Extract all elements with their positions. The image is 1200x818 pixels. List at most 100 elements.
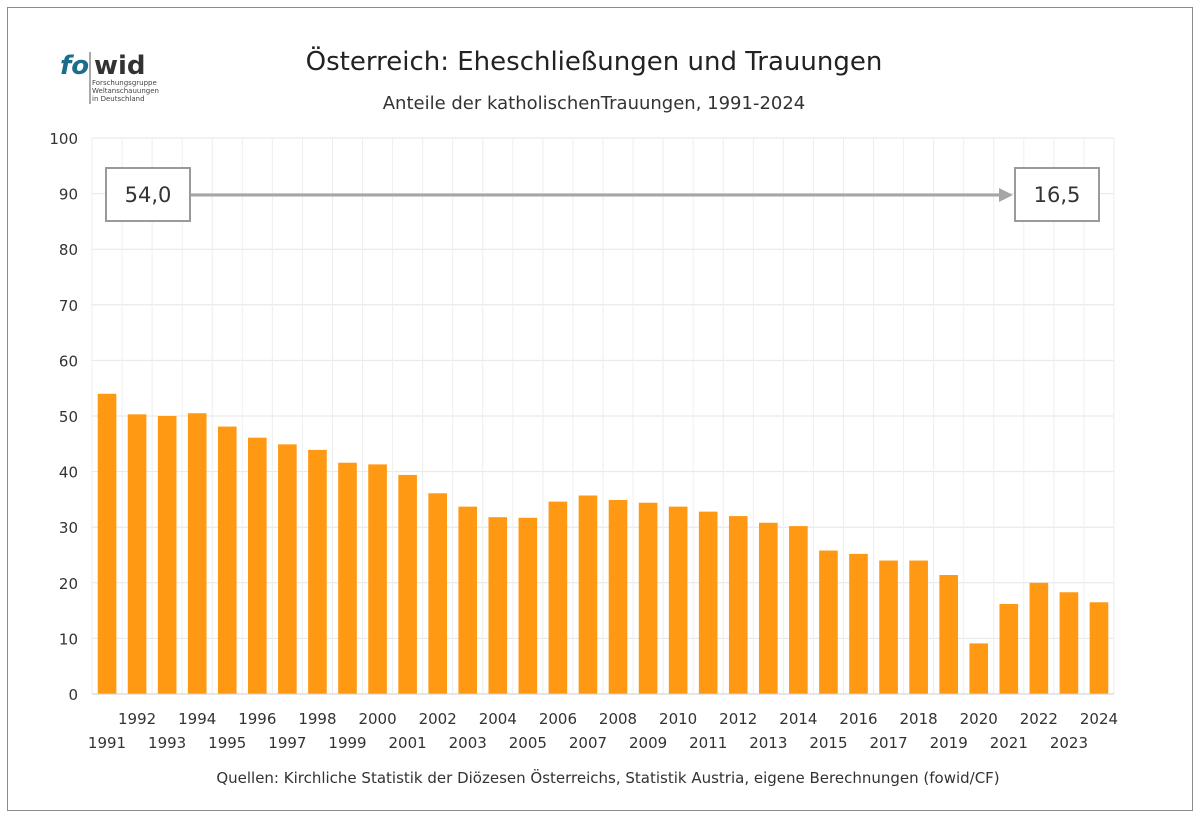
y-tick-label: 90: [59, 186, 78, 204]
x-tick-label: 1997: [268, 734, 306, 752]
x-tick-label: 2021: [990, 734, 1028, 752]
x-tick-label: 2002: [419, 710, 457, 728]
bar-2013: [759, 522, 778, 694]
bar-1995: [217, 426, 237, 694]
bar-2006: [548, 501, 568, 694]
x-tick-label: 2003: [449, 734, 487, 752]
bar-2009: [638, 502, 658, 694]
bars: [97, 393, 1109, 694]
x-tick-label: 2014: [779, 710, 817, 728]
bar-2024: [1089, 602, 1109, 694]
x-tick-label: 2022: [1020, 710, 1058, 728]
x-tick-label: 2017: [869, 734, 907, 752]
x-tick-label: 2013: [749, 734, 787, 752]
bar-chart: fo wid Forschungsgruppe Weltanschauungen…: [49, 45, 1118, 787]
x-tick-label: 2018: [900, 710, 938, 728]
bar-2010: [668, 506, 688, 694]
bar-2015: [819, 550, 838, 694]
y-tick-label: 10: [59, 630, 78, 648]
y-tick-label: 60: [59, 352, 78, 370]
bar-2003: [458, 506, 478, 694]
y-tick-label: 20: [59, 575, 78, 593]
y-tick-label: 70: [59, 297, 78, 315]
x-axis: 1991 1992 1993 1994 1995 1996 1997 1998 1999 2000…: [88, 693, 1118, 752]
y-tick-label: 40: [59, 464, 78, 482]
bar-2000: [368, 464, 387, 694]
chart-title: Österreich: Eheschließungen und Trauunge…: [306, 45, 883, 77]
bar-2005: [518, 517, 538, 694]
bar-1993: [157, 416, 177, 694]
bar-2004: [488, 517, 508, 694]
end-value-label: 16,5: [1034, 183, 1081, 207]
bar-1998: [308, 449, 327, 694]
arrow-head: [999, 188, 1013, 202]
bar-1996: [248, 437, 267, 694]
logo-wid: wid: [94, 51, 146, 81]
bar-2016: [849, 553, 868, 694]
trend-annotation: 54,0 16,5: [105, 167, 1100, 222]
y-tick-label: 30: [59, 519, 78, 537]
bar-1999: [338, 462, 357, 694]
start-value-box: [105, 167, 191, 222]
bar-2007: [578, 495, 598, 694]
bar-2020: [969, 643, 989, 694]
x-tick-label: 2023: [1050, 734, 1088, 752]
logo-line-3: in Deutschland: [92, 95, 145, 103]
x-tick-label: 2007: [569, 734, 607, 752]
bar-2018: [909, 560, 928, 694]
bar-2011: [698, 511, 718, 694]
x-tick-label: 2020: [960, 710, 998, 728]
source-note: Quellen: Kirchliche Statistik der Diözes…: [216, 768, 999, 787]
x-tick-label: 2004: [479, 710, 517, 728]
bar-1991: [97, 393, 117, 694]
x-tick-label: 2006: [539, 710, 577, 728]
bar-2001: [398, 474, 417, 694]
x-tick-label: 2011: [689, 734, 727, 752]
x-tick-label: 2001: [389, 734, 427, 752]
bar-2012: [728, 516, 748, 694]
bar-2019: [939, 575, 958, 694]
x-tick-label: 1993: [148, 734, 186, 752]
x-tick-label: 2024: [1080, 710, 1118, 728]
bar-2014: [789, 526, 808, 694]
logo-line-1: Forschungsgruppe: [92, 79, 157, 87]
bar-2008: [608, 499, 628, 694]
y-tick-label: 50: [59, 408, 78, 426]
logo-fo: fo: [60, 51, 89, 81]
x-tick-label: 2009: [629, 734, 667, 752]
x-tick-label: 2012: [719, 710, 757, 728]
x-tick-label: 1995: [208, 734, 246, 752]
y-axis: 0 10 20 30 40 50 60 70 80 90 100: [49, 130, 78, 704]
y-tick-label: 100: [49, 130, 78, 148]
x-tick-label: 2010: [659, 710, 697, 728]
bar-2017: [879, 560, 898, 694]
bar-2002: [428, 493, 447, 694]
fowid-logo: fo wid Forschungsgruppe Weltanschauungen…: [60, 51, 159, 104]
grid: [91, 137, 1115, 695]
chart-subtitle: Anteile der katholischenTrauungen, 1991-…: [383, 93, 806, 114]
bar-2021: [999, 603, 1019, 694]
x-tick-label: 1998: [298, 710, 336, 728]
bar-2023: [1059, 592, 1079, 694]
x-tick-label: 1992: [118, 710, 156, 728]
chart-frame: fo wid Forschungsgruppe Weltanschauungen…: [7, 7, 1193, 811]
bar-1994: [187, 413, 207, 694]
x-tick-label: 2019: [930, 734, 968, 752]
x-tick-label: 2005: [509, 734, 547, 752]
bar-1992: [127, 414, 147, 694]
x-tick-label: 1994: [178, 710, 216, 728]
x-tick-label: 2000: [358, 710, 396, 728]
y-tick-label: 0: [68, 686, 78, 704]
bar-1997: [278, 444, 297, 694]
x-tick-label: 1999: [328, 734, 366, 752]
x-tick-label: 2008: [599, 710, 637, 728]
y-tick-label: 80: [59, 241, 78, 259]
end-value-box: [1014, 167, 1100, 222]
x-tick-label: 2016: [839, 710, 877, 728]
x-tick-label: 2015: [809, 734, 847, 752]
x-tick-label: 1991: [88, 734, 126, 752]
bar-2022: [1029, 582, 1049, 694]
x-tick-label: 1996: [238, 710, 276, 728]
start-value-label: 54,0: [125, 183, 172, 207]
logo-line-2: Weltanschauungen: [92, 87, 159, 95]
